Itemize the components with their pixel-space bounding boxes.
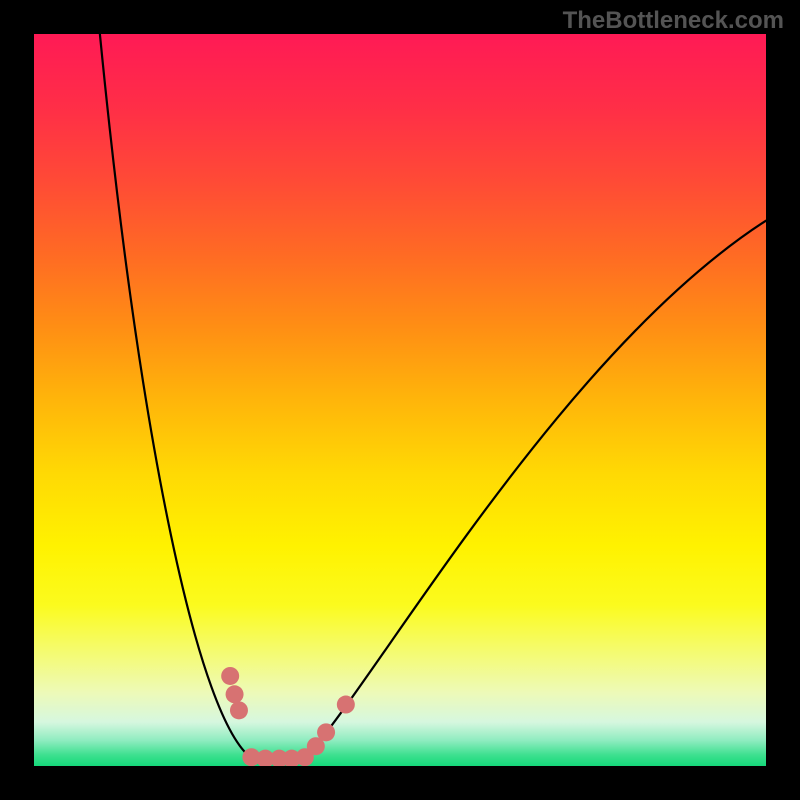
curve-marker	[221, 667, 239, 685]
plot-area	[34, 34, 766, 766]
curve-marker	[317, 723, 335, 741]
watermark-label: TheBottleneck.com	[563, 7, 784, 35]
curve-marker	[337, 696, 355, 714]
curve-marker	[226, 685, 244, 703]
curve-marker	[230, 701, 248, 719]
chart-svg	[34, 34, 766, 766]
gradient-background	[34, 34, 766, 766]
